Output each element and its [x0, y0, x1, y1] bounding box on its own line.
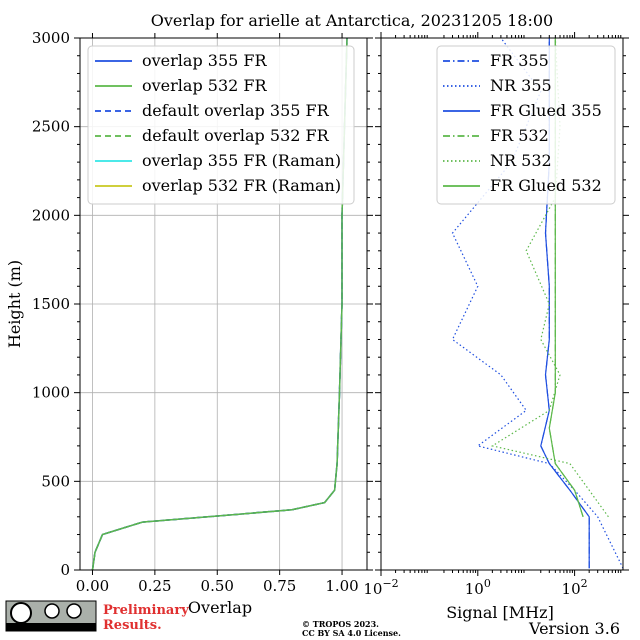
by-icon	[44, 603, 60, 619]
right-ticks: 10−2 100 102	[363, 32, 629, 598]
left-legend-frame	[87, 45, 355, 205]
left-y-axis-label: Height (m)	[5, 260, 24, 348]
footer: Preliminary Results. © TROPOS 2023. CC B…	[5, 600, 620, 638]
copyright-line1: © TROPOS 2023.	[302, 619, 379, 629]
left-y-tick-label: 0	[60, 561, 70, 579]
left-y-tick-label: 2000	[32, 206, 70, 224]
left-x-tick-label: 0.00	[76, 577, 109, 595]
left-x-tick-label: 0.75	[263, 577, 296, 595]
legend-label-fr-glued-532: FR Glued 532	[490, 176, 602, 195]
left-series-group	[91, 37, 348, 571]
version-label: Version 3.6	[528, 619, 620, 638]
legend-label-nr-532: NR 532	[490, 151, 552, 170]
left-y-tick-label: 1500	[32, 295, 70, 313]
legend-label-default-overlap-532-fr: default overlap 532 FR	[142, 126, 330, 145]
left-x-tick-label: 0.25	[138, 577, 171, 595]
left-x-axis-label: Overlap	[188, 598, 252, 617]
legend-label-overlap-355-fr-raman: overlap 355 FR (Raman)	[142, 151, 341, 170]
copyright-line2: CC BY SA 4.0 License.	[302, 628, 401, 638]
left-x-tick-label: 1.00	[325, 577, 358, 595]
legend-label-default-overlap-355-fr: default overlap 355 FR	[142, 101, 330, 120]
left-y-tick-label: 3000	[32, 29, 70, 47]
figure-title: Overlap for arielle at Antarctica, 20231…	[151, 11, 553, 30]
series-default-overlap-532-fr	[91, 37, 348, 571]
left-y-tick-label: 1000	[32, 384, 70, 402]
right-legend: FR 355 NR 355 FR Glued 355 FR 532 NR 532 FR G…	[436, 45, 616, 205]
overlap-panel: 0.00 0.25 0.50 0.75 1.00 0 500 1000 1500 2000 2500…	[5, 29, 373, 617]
right-x-axis-label: Signal [MHz]	[446, 603, 554, 622]
right-x-tick-label: 100	[465, 577, 491, 598]
cc-license-badge	[5, 600, 97, 632]
preliminary-label-line1: Preliminary	[103, 603, 189, 618]
right-legend-frame	[436, 45, 616, 205]
legend-label-overlap-532-fr-raman: overlap 532 FR (Raman)	[142, 176, 341, 195]
legend-label-fr-glued-355: FR Glued 355	[490, 101, 602, 120]
left-legend: overlap 355 FR overlap 532 FR default over…	[87, 45, 355, 205]
left-x-tick-label: 0.50	[201, 577, 234, 595]
legend-label-nr-355: NR 355	[490, 76, 552, 95]
signal-panel: 10−2 100 102 Signal [MHz] FR 355 NR 355 FR G…	[363, 32, 629, 622]
sa-icon	[66, 603, 82, 619]
left-y-tick-label: 500	[41, 472, 70, 490]
legend-label-overlap-355-fr: overlap 355 FR	[142, 51, 268, 70]
preliminary-label-line2: Results.	[103, 618, 162, 633]
left-y-tick-label: 2500	[32, 118, 70, 136]
legend-label-fr-355: FR 355	[490, 51, 549, 70]
right-x-tick-label: 102	[562, 577, 588, 598]
legend-label-fr-532: FR 532	[490, 126, 549, 145]
left-ticks: 0.00 0.25 0.50 0.75 1.00 0 500 1000 1500 2000 2500…	[32, 29, 373, 595]
cc-icon	[10, 602, 32, 624]
right-x-tick-label: 10−2	[363, 577, 398, 598]
legend-label-overlap-532-fr: overlap 532 FR	[142, 76, 268, 95]
